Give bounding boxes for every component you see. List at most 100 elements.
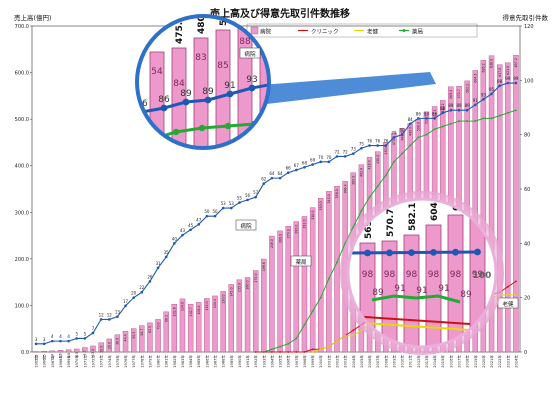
point-value-label: 91 (473, 98, 479, 103)
series-point (107, 318, 111, 321)
zoom-top-byoin-point (226, 90, 234, 98)
series-point (271, 348, 273, 351)
x-tick-label: 1991年 (245, 355, 250, 368)
bar (106, 338, 112, 353)
bar (122, 331, 129, 353)
series-point (458, 120, 460, 122)
bar (480, 60, 487, 353)
point-value-label: 12 (99, 312, 105, 317)
series-point (441, 125, 444, 128)
zoom-top-byoin-point (204, 96, 212, 104)
series-line (36, 82, 516, 345)
x-tick-label: 2023年 (505, 355, 510, 368)
tag-byoin-label: 病院 (240, 222, 252, 230)
series-point (327, 277, 330, 280)
point-value-label: 3 (43, 337, 46, 342)
zoom-bottom-yakkyoku-value: 91 (394, 284, 405, 294)
series-point (368, 196, 371, 199)
point-value-label: 67 (294, 163, 300, 168)
legend-label-clinic: クリニック (311, 29, 339, 36)
series-point (91, 331, 95, 335)
point-value-label: 22 (139, 285, 145, 290)
series-point (164, 255, 168, 259)
x-tick-label: 1970年 (74, 355, 79, 368)
zoom-top-byoin-point (182, 98, 190, 106)
bar-value-label: 402.0 (360, 168, 364, 177)
series-point (270, 176, 274, 180)
x-tick-label: 1971年 (82, 355, 87, 368)
series-point (140, 290, 144, 294)
bar-value-label: 582.1 (465, 84, 469, 93)
bar-value-label: 604.5 (473, 73, 477, 82)
point-value-label: 53 (229, 201, 235, 206)
bar-value-label: 621.0 (506, 66, 510, 75)
bar (179, 298, 186, 353)
point-value-label: 56 (245, 193, 251, 198)
point-value-label: 50 (212, 209, 218, 214)
zoom-lens-bottom: 989898989899569.4570.7582.1604.5626.2689… (340, 191, 504, 355)
legend-label-yakkyoku: 薬局 (412, 28, 423, 36)
series-point (295, 337, 298, 340)
series-point (311, 351, 314, 353)
tag-byoin: 病院 (235, 219, 257, 231)
series-point (506, 112, 509, 114)
bar (147, 322, 153, 353)
x-tick-label: 1974年 (107, 355, 112, 368)
bar (261, 258, 267, 353)
bar-value-label: 86.2 (164, 315, 168, 322)
zoom-top-yakkyoku-point (198, 124, 206, 132)
series-point (156, 266, 160, 270)
left-tick-label: 100.0 (15, 303, 29, 309)
bar (318, 198, 324, 353)
zoom-bottom-bar-inner-label: 98 (450, 270, 462, 280)
point-value-label: 99 (513, 76, 519, 81)
series-point (336, 261, 338, 264)
tag-roken: 老健 (497, 297, 519, 309)
point-value-label: 3 (35, 337, 38, 342)
bar-value-label: 310.0 (311, 211, 315, 220)
bar (301, 216, 308, 353)
right-tick-label: 100 (524, 78, 534, 84)
series-point (506, 285, 509, 288)
bar-value-label: 345.0 (327, 194, 331, 203)
x-tick-label: 1999年 (310, 355, 315, 368)
x-tick-label: 1966年 (42, 355, 47, 368)
point-value-label: 88 (440, 106, 446, 111)
point-value-label: 89 (456, 103, 462, 108)
bar (57, 350, 64, 353)
x-tick-label: 1996年 (286, 355, 291, 368)
x-tick-label: 1984年 (188, 355, 193, 368)
bar-value-label: 13.0 (91, 349, 95, 356)
point-value-label: 72 (334, 149, 340, 154)
point-value-label: 68 (302, 160, 308, 165)
point-value-label: 7 (92, 326, 95, 331)
bar-value-label: 366.4 (343, 184, 347, 193)
zoom-top-bar-inner-label: 54 (151, 67, 163, 77)
bar (496, 64, 503, 353)
bar (204, 298, 210, 353)
x-tick-label: 2019年 (473, 355, 478, 368)
point-value-label: 80 (400, 128, 406, 133)
bar (334, 186, 340, 353)
x-tick-label: 2021年 (489, 355, 494, 368)
point-value-label: 86 (424, 111, 430, 116)
bar-value-label: 175.0 (254, 274, 258, 283)
left-tick-label: 300.0 (15, 210, 29, 216)
bar (187, 303, 194, 353)
x-tick-label: 2007年 (375, 355, 380, 368)
series-point (352, 329, 355, 332)
zoom-bottom-roken-line (349, 321, 471, 331)
series-point (303, 323, 306, 326)
x-tick-label: 2005年 (359, 355, 364, 368)
point-value-label: 20 (131, 291, 137, 296)
series-point (124, 304, 127, 308)
bar-value-label: 260.0 (278, 234, 282, 243)
series-point (327, 160, 331, 164)
point-value-label: 17 (123, 299, 129, 304)
x-tick-label: 1998年 (302, 355, 307, 368)
bar-value-label: 280.0 (295, 225, 299, 234)
bar-value-label: 637.2 (514, 58, 518, 67)
point-value-label: 31 (156, 261, 162, 266)
series-point (132, 296, 135, 299)
point-value-label: 70 (326, 155, 332, 160)
